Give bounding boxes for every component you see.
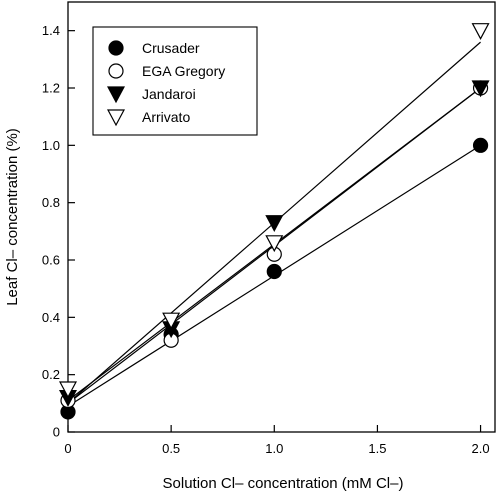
y-tick-label: 0 — [53, 425, 60, 440]
legend-label: Jandaroi — [142, 86, 196, 102]
legend-label: EGA Gregory — [142, 63, 225, 79]
legend-label: Arrivato — [142, 109, 190, 125]
x-tick-label: 2.0 — [472, 441, 490, 456]
data-point — [162, 312, 181, 330]
data-point — [471, 80, 490, 98]
y-tick-label: 0.4 — [42, 310, 60, 325]
data-point — [266, 263, 282, 280]
y-tick-label: 1.0 — [42, 138, 60, 153]
data-point — [59, 381, 77, 399]
x-tick-label: 1.0 — [265, 441, 283, 456]
data-point — [265, 215, 284, 233]
y-tick-label: 0.2 — [42, 367, 60, 382]
axis-ticks: 0 0.5 1.0 1.5 2.0 0 0.2 0.4 0.6 0.8 1.0 1.2 1.4 — [42, 23, 490, 456]
x-axis-title: Solution Cl– concentration (mM Cl–) — [163, 475, 404, 492]
y-tick-label: 1.2 — [42, 81, 60, 96]
data-point — [265, 235, 284, 253]
legend-marker — [108, 63, 124, 79]
y-tick-label: 1.4 — [42, 23, 60, 38]
legend-marker — [107, 109, 125, 127]
data-markers — [59, 23, 490, 420]
legend-marker — [108, 40, 124, 56]
data-point — [471, 23, 490, 40]
legend-label: Crusader — [142, 40, 200, 56]
y-tick-label: 0.6 — [42, 253, 60, 268]
x-tick-label: 1.5 — [368, 441, 386, 456]
x-tick-label: 0.5 — [162, 441, 180, 456]
y-axis-title: Leaf Cl– concentration (%) — [4, 128, 21, 306]
legend-marker — [107, 86, 125, 104]
legend: Crusader EGA Gregory Jandaroi Arrivato — [92, 26, 258, 136]
plot-frame — [67, 1, 496, 433]
y-tick-label: 0.8 — [42, 195, 60, 210]
x-tick-label: 0 — [64, 441, 71, 456]
data-point — [472, 137, 489, 153]
